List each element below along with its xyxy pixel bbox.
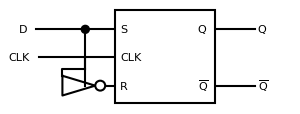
Text: $\overline{\mathrm{Q}}$: $\overline{\mathrm{Q}}$: [257, 78, 268, 94]
Circle shape: [95, 81, 105, 91]
Text: $\overline{\mathrm{Q}}$: $\overline{\mathrm{Q}}$: [198, 78, 208, 94]
Text: CLK: CLK: [9, 53, 30, 62]
Circle shape: [81, 26, 89, 34]
Text: D: D: [19, 25, 27, 35]
Text: S: S: [120, 25, 127, 35]
Text: CLK: CLK: [120, 53, 141, 62]
Text: Q: Q: [198, 25, 206, 35]
Text: R: R: [120, 81, 128, 91]
Text: Q: Q: [257, 25, 266, 35]
Bar: [115, 10, 215, 104]
